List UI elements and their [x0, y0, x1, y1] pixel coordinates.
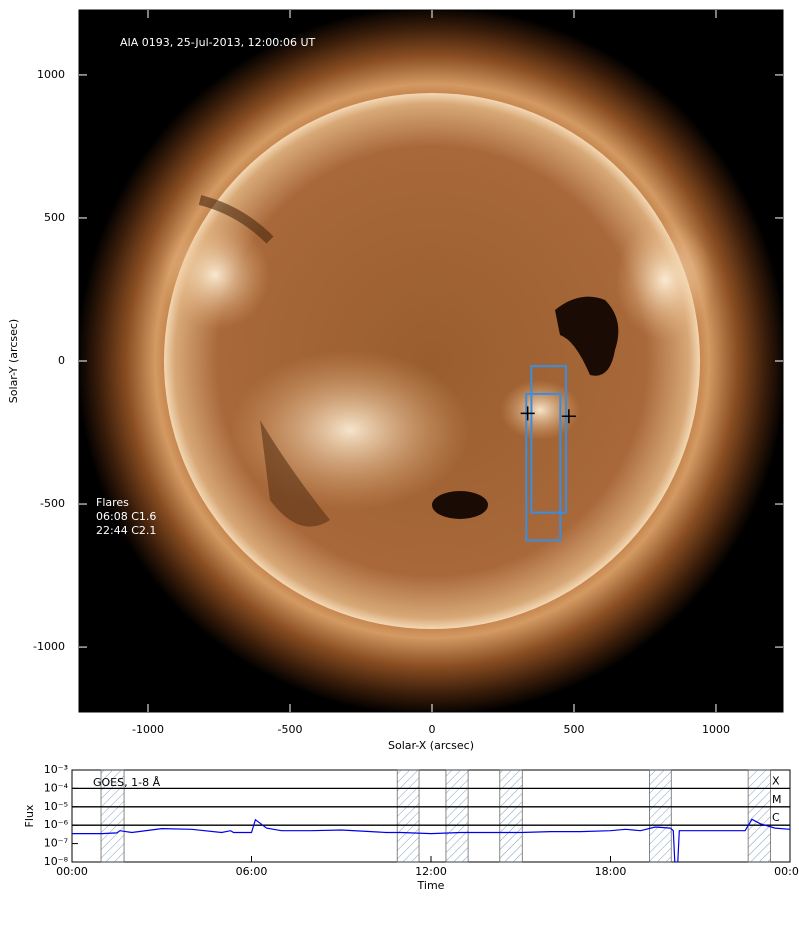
y-tick-label: -1000	[33, 640, 65, 653]
class-label: X	[772, 774, 780, 787]
y-tick-label: -500	[40, 497, 65, 510]
x-axis-label: Solar-X (arcsec)	[388, 739, 474, 752]
coronal-hole	[555, 296, 619, 376]
x-tick-label: 500	[563, 723, 584, 736]
flux-line	[72, 818, 790, 862]
x-tick-label: 06:00	[236, 865, 268, 878]
x-tick-label: 0	[428, 723, 435, 736]
image-annotation: AIA 0193, 25-Jul-2013, 12:00:06 UT	[120, 36, 316, 49]
roi-box	[525, 392, 562, 542]
solar-disk	[164, 93, 700, 629]
x-tick-label: -1000	[132, 723, 164, 736]
class-label: M	[772, 793, 782, 806]
data-gap	[747, 769, 771, 863]
active-region	[500, 380, 580, 440]
data-gap	[396, 769, 420, 863]
roi-box	[530, 365, 568, 514]
x-tick-label: 1000	[702, 723, 730, 736]
y-tick-label: 10⁻⁷	[44, 837, 68, 850]
image-axes: -1000 -500 0 500 1000 -1000 -500 0 500 1000 Solar-…	[7, 10, 783, 752]
data-gap	[445, 769, 469, 863]
plot-annotation: GOES, 1-8 Å	[93, 776, 161, 789]
coronal-hole	[432, 491, 488, 519]
y-tick-label: 10⁻⁸	[44, 855, 69, 868]
goes-axes: XMC 10⁻⁸ 10⁻⁷ 10⁻⁶ 10⁻⁵ 10⁻⁴ 10⁻³ 00:00 06:00 12:…	[23, 763, 799, 892]
marker	[520, 406, 535, 421]
series-group	[72, 818, 790, 862]
data-gap	[100, 769, 125, 863]
x-tick-label: 00:00	[774, 865, 799, 878]
y-tick-label: 10⁻³	[44, 763, 68, 776]
filament	[260, 420, 330, 527]
y-axis-label: Flux	[23, 804, 36, 827]
marker	[561, 409, 576, 424]
flare-entry: 06:08 C1.6	[96, 510, 156, 523]
filament	[198, 195, 274, 244]
y-tick-label: 1000	[37, 68, 65, 81]
y-tick-label: 10⁻⁴	[44, 781, 69, 794]
y-tick-label: 500	[44, 211, 65, 224]
x-tick-label: 00:00	[56, 865, 88, 878]
active-region	[160, 220, 270, 330]
y-tick-label: 10⁻⁶	[44, 818, 69, 831]
y-tick-label: 10⁻⁵	[44, 800, 68, 813]
data-gap	[499, 769, 523, 863]
flare-entry: 22:44 C2.1	[96, 524, 156, 537]
x-tick-label: -500	[278, 723, 303, 736]
flare-list-title: Flares	[96, 496, 129, 509]
y-tick-label: 0	[58, 354, 65, 367]
x-tick-label: 18:00	[595, 865, 627, 878]
x-tick-label: 12:00	[415, 865, 447, 878]
solar-image	[79, 10, 783, 712]
x-axis-label: Time	[417, 879, 445, 892]
data-gap	[649, 769, 672, 863]
class-label: C	[772, 811, 780, 824]
y-axis-label: Solar-Y (arcsec)	[7, 319, 20, 403]
plot-frame	[71, 769, 791, 863]
active-region	[615, 220, 715, 340]
